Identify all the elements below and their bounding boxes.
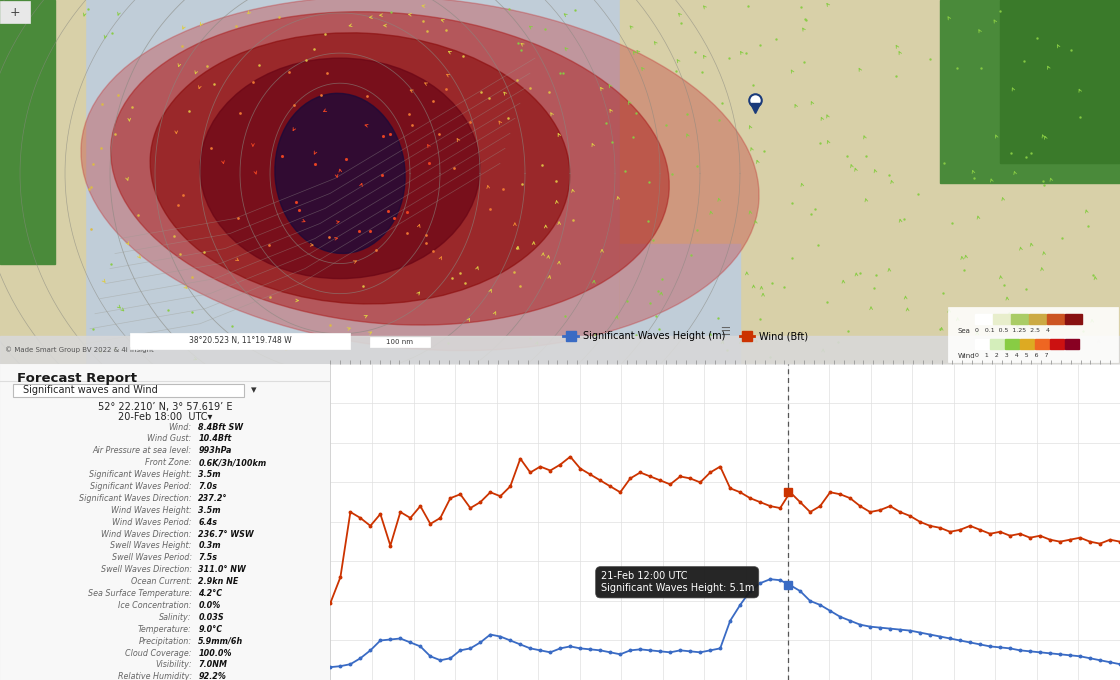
Bar: [0, 336, 1120, 364]
Ellipse shape: [200, 58, 480, 279]
Bar: [0, 1, 30, 23]
Text: Swell Waves Height:: Swell Waves Height:: [110, 541, 192, 551]
Text: 3.5m: 3.5m: [198, 506, 221, 515]
Text: 100.0%: 100.0%: [198, 649, 232, 658]
Text: Sea Surface Temperature:: Sea Surface Temperature:: [87, 589, 192, 598]
Text: Wind: Wind: [958, 353, 976, 359]
Text: Swell Waves Period:: Swell Waves Period:: [112, 554, 192, 562]
Text: Sea: Sea: [958, 328, 971, 334]
Text: +: +: [10, 5, 20, 18]
Bar: [0, 0, 55, 264]
Text: Significant Waves Direction:: Significant Waves Direction:: [80, 494, 192, 503]
Bar: [1011, 313, 1028, 324]
Bar: [1029, 313, 1046, 324]
Text: Salinity:: Salinity:: [159, 613, 192, 622]
Text: 21-Feb 12:00 UTC
Significant Waves Height: 5.1m: 21-Feb 12:00 UTC Significant Waves Heigh…: [600, 571, 754, 593]
Ellipse shape: [111, 12, 670, 325]
Text: Precipitation:: Precipitation:: [139, 636, 192, 645]
Text: 2.9kn NE: 2.9kn NE: [198, 577, 239, 586]
Text: © Made Smart Group BV 2022 & 4i Insight: © Made Smart Group BV 2022 & 4i Insight: [4, 346, 153, 353]
Text: 8.4Bft SW: 8.4Bft SW: [198, 422, 243, 432]
Text: 4.2°C: 4.2°C: [198, 589, 223, 598]
Text: 20-Feb 18:00  UTC▾: 20-Feb 18:00 UTC▾: [118, 412, 213, 422]
Legend: Significant Waves Height (m), Wind (Bft): Significant Waves Height (m), Wind (Bft): [559, 328, 812, 345]
Text: ☰: ☰: [720, 327, 730, 337]
Text: 3.5m: 3.5m: [198, 470, 221, 479]
Text: Significant waves and Wind: Significant waves and Wind: [24, 386, 158, 395]
Text: Wind Gust:: Wind Gust:: [148, 435, 192, 443]
Text: Significant Waves Height:: Significant Waves Height:: [88, 470, 192, 479]
Text: Ice Concentration:: Ice Concentration:: [118, 601, 192, 610]
Bar: [620, 0, 1120, 364]
Text: 0   1   2   3   4   5   6   7: 0 1 2 3 4 5 6 7: [976, 353, 1048, 358]
Text: 311.0° NW: 311.0° NW: [198, 565, 246, 575]
Text: Wind Waves Height:: Wind Waves Height:: [111, 506, 192, 515]
Text: 0.0%: 0.0%: [198, 601, 221, 610]
Text: Front Zone:: Front Zone:: [144, 458, 192, 467]
Text: 7.0s: 7.0s: [198, 482, 217, 491]
Bar: [1065, 313, 1082, 324]
Bar: [976, 313, 992, 324]
Bar: [1035, 339, 1049, 349]
Text: 0.3m: 0.3m: [198, 541, 221, 551]
Text: 92.2%: 92.2%: [198, 673, 226, 680]
Text: Wind Waves Period:: Wind Waves Period:: [112, 517, 192, 527]
Text: 5.9mm/6h: 5.9mm/6h: [198, 636, 243, 645]
Text: 9.0°C: 9.0°C: [198, 625, 223, 634]
Bar: [976, 339, 989, 349]
Bar: [1020, 339, 1034, 349]
Text: Wind:: Wind:: [168, 422, 192, 432]
FancyBboxPatch shape: [13, 384, 244, 397]
Text: 100 nm: 100 nm: [386, 339, 413, 345]
Bar: [1065, 339, 1079, 349]
Bar: [1005, 339, 1019, 349]
Ellipse shape: [81, 0, 759, 351]
Text: Temperature:: Temperature:: [138, 625, 192, 634]
Text: Visibility:: Visibility:: [155, 660, 192, 669]
Bar: [993, 313, 1010, 324]
Ellipse shape: [150, 33, 570, 304]
Text: Swell Waves Direction:: Swell Waves Direction:: [101, 565, 192, 575]
Text: Cloud Coverage:: Cloud Coverage:: [125, 649, 192, 658]
Text: 7.0NM: 7.0NM: [198, 660, 227, 669]
Bar: [940, 0, 1120, 184]
Text: 52° 22.210’ N, 3° 57.619’ E: 52° 22.210’ N, 3° 57.619’ E: [97, 403, 233, 413]
Text: 38°20.523 N, 11°19.748 W: 38°20.523 N, 11°19.748 W: [188, 336, 291, 345]
Text: 6.4s: 6.4s: [198, 517, 217, 527]
Text: Ocean Current:: Ocean Current:: [131, 577, 192, 586]
Text: 0.03S: 0.03S: [198, 613, 224, 622]
Text: 0.6K/3h/100km: 0.6K/3h/100km: [198, 458, 267, 467]
Ellipse shape: [274, 93, 405, 254]
Bar: [948, 307, 1118, 362]
Text: Air Pressure at sea level:: Air Pressure at sea level:: [93, 446, 192, 456]
Bar: [0, 0, 85, 364]
Bar: [620, 243, 740, 364]
Bar: [1047, 313, 1064, 324]
Bar: [1051, 339, 1064, 349]
Text: Significant Waves Period:: Significant Waves Period:: [90, 482, 192, 491]
Text: ▾: ▾: [251, 386, 256, 395]
Bar: [990, 339, 1004, 349]
Text: Relative Humidity:: Relative Humidity:: [118, 673, 192, 680]
Text: Forecast Report: Forecast Report: [17, 372, 137, 385]
Bar: [130, 333, 349, 349]
Text: 10.4Bft: 10.4Bft: [198, 435, 232, 443]
Bar: [1000, 0, 1120, 163]
Text: Wind Waves Direction:: Wind Waves Direction:: [101, 530, 192, 539]
Text: 0   0.1  0.5  1.25  2.5   4: 0 0.1 0.5 1.25 2.5 4: [976, 328, 1051, 333]
Text: 993hPa: 993hPa: [198, 446, 232, 456]
Text: 236.7° WSW: 236.7° WSW: [198, 530, 254, 539]
Bar: [370, 337, 430, 347]
Text: 7.5s: 7.5s: [198, 554, 217, 562]
Text: 237.2°: 237.2°: [198, 494, 227, 503]
